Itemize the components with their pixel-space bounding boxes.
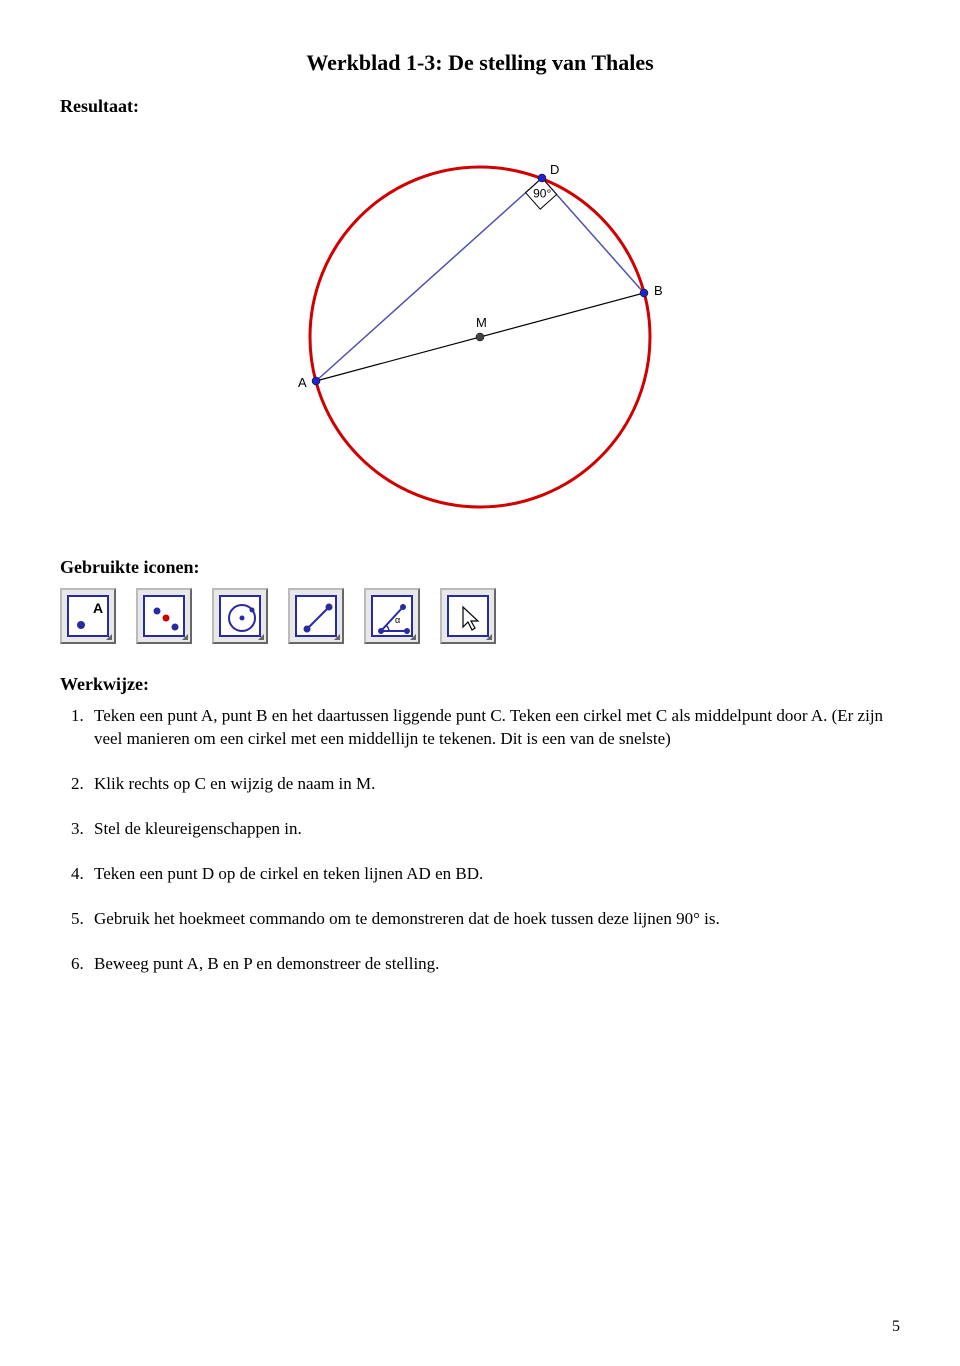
list-item: Teken een punt D op de cirkel en teken l… [88, 863, 900, 886]
circle-center-point-icon[interactable] [212, 588, 268, 644]
dropdown-indicator-icon [106, 634, 112, 640]
svg-text:B: B [654, 283, 663, 298]
cursor-icon[interactable] [440, 588, 496, 644]
dropdown-indicator-icon [410, 634, 416, 640]
list-item: Beweeg punt A, B en P en demonstreer de … [88, 953, 900, 976]
werkwijze-label: Werkwijze: [60, 674, 900, 695]
point-in-region-icon[interactable] [136, 588, 192, 644]
svg-text:90°: 90° [533, 187, 551, 201]
segment-icon[interactable] [288, 588, 344, 644]
werkwijze-list: Teken een punt A, punt B en het daartuss… [60, 705, 900, 976]
list-item: Klik rechts op C en wijzig de naam in M. [88, 773, 900, 796]
thales-diagram-container: 90° A B M D [60, 127, 900, 527]
svg-text:α: α [395, 615, 400, 625]
list-item: Teken een punt A, punt B en het daartuss… [88, 705, 900, 751]
thales-diagram: 90° A B M D [240, 127, 720, 527]
list-item: Gebruik het hoekmeet commando om te demo… [88, 908, 900, 931]
svg-text:A: A [93, 600, 103, 616]
gebruikte-iconen-label: Gebruikte iconen: [60, 557, 900, 578]
dropdown-indicator-icon [486, 634, 492, 640]
dropdown-indicator-icon [334, 634, 340, 640]
page-number: 5 [892, 1318, 900, 1336]
svg-text:D: D [550, 162, 559, 177]
svg-text:M: M [476, 315, 487, 330]
tool-icons-row: A [60, 588, 900, 644]
list-item: Stel de kleureigenschappen in. [88, 818, 900, 841]
page-title: Werkblad 1-3: De stelling van Thales [60, 50, 900, 76]
dropdown-indicator-icon [258, 634, 264, 640]
angle-measure-icon[interactable]: α [364, 588, 420, 644]
point-with-label-icon[interactable]: A [60, 588, 116, 644]
svg-text:A: A [298, 375, 307, 390]
dropdown-indicator-icon [182, 634, 188, 640]
resultaat-label: Resultaat: [60, 96, 900, 117]
